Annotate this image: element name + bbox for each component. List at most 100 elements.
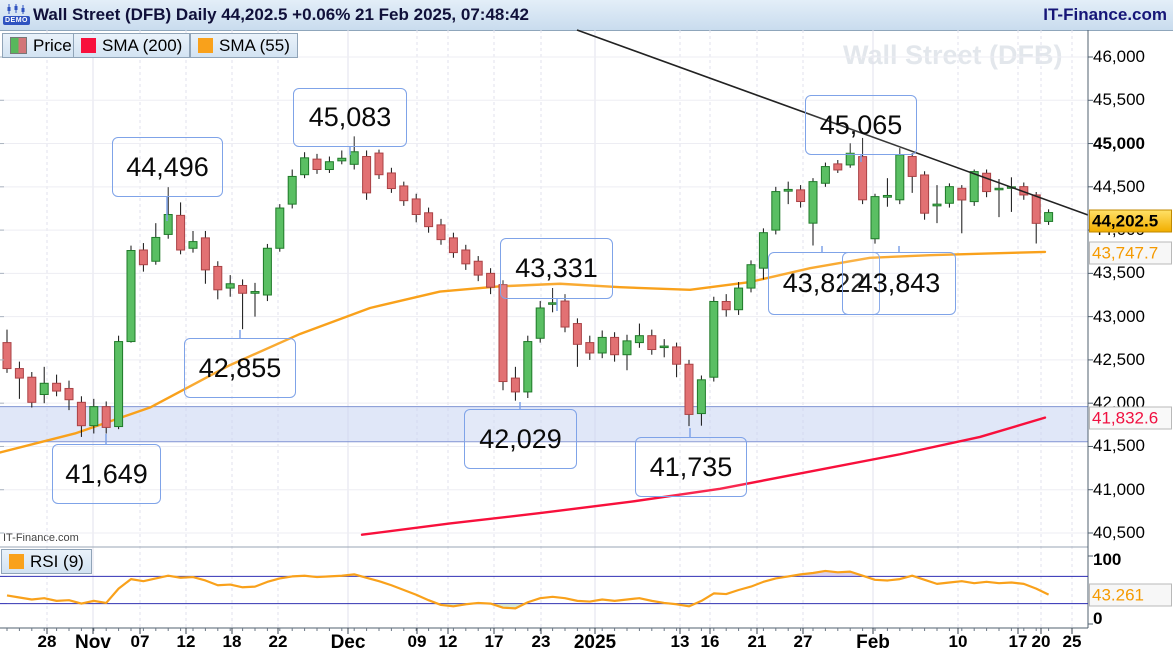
support-zone-band bbox=[0, 406, 1088, 442]
legend-chip-sma55[interactable]: SMA (55) bbox=[190, 33, 298, 58]
candle-up bbox=[287, 175, 297, 205]
x-axis-day-label: 28 bbox=[37, 632, 57, 651]
candle-up bbox=[349, 151, 359, 165]
price-callout[interactable]: 41,649 bbox=[52, 444, 161, 504]
demo-label: DEMO bbox=[3, 16, 30, 25]
candle-down bbox=[560, 300, 570, 328]
price-callout[interactable]: 41,735 bbox=[635, 437, 747, 497]
price-axis-label: 43,500 bbox=[1093, 263, 1145, 283]
candle-up bbox=[845, 152, 855, 166]
legend-chip-price[interactable]: Price bbox=[2, 33, 80, 58]
candle-down bbox=[920, 174, 930, 214]
price-callout[interactable]: 42,855 bbox=[184, 338, 296, 398]
candle-down bbox=[684, 363, 694, 415]
x-axis-day-label: 20 bbox=[1031, 632, 1051, 651]
price-axis-label: 43,000 bbox=[1093, 306, 1145, 326]
rsi-swatch-icon bbox=[9, 554, 24, 569]
price-tag-rsi: 43.261 bbox=[1089, 583, 1172, 607]
candle-up bbox=[548, 302, 558, 305]
candle-down bbox=[14, 368, 24, 379]
candle-up bbox=[932, 203, 942, 207]
candle-down bbox=[2, 342, 12, 370]
price-tag-sma200: 41,832.6 bbox=[1089, 406, 1172, 430]
price-callout[interactable]: 43,331 bbox=[500, 238, 613, 299]
candle-down bbox=[498, 284, 508, 383]
x-axis-day-label: 27 bbox=[793, 632, 813, 651]
candle-up bbox=[163, 214, 173, 235]
x-axis-month-label: Feb bbox=[856, 632, 890, 653]
x-axis-day-label: 12 bbox=[438, 632, 458, 651]
candle-down bbox=[510, 377, 520, 393]
candle-down bbox=[585, 342, 595, 354]
candle-down bbox=[176, 214, 186, 251]
candle-down bbox=[572, 323, 582, 345]
candle-down bbox=[1031, 194, 1041, 224]
candle-up bbox=[622, 340, 632, 356]
candle-up bbox=[89, 406, 99, 427]
x-axis-day-label: 23 bbox=[531, 632, 551, 651]
descending-trendline bbox=[576, 29, 1089, 216]
x-axis-day-label: 25 bbox=[1062, 632, 1082, 651]
candle-down bbox=[200, 237, 210, 271]
demo-badge-icon: DEMO bbox=[3, 4, 30, 26]
x-axis-day-label: 21 bbox=[747, 632, 767, 651]
candle-up bbox=[882, 194, 892, 198]
x-axis-day-label: 07 bbox=[130, 632, 150, 651]
candle-down bbox=[362, 156, 372, 194]
candle-up bbox=[659, 345, 669, 349]
candle-down bbox=[64, 387, 74, 401]
candle-up bbox=[114, 341, 124, 428]
candle-up bbox=[758, 232, 768, 269]
candle-down bbox=[721, 300, 731, 311]
rsi-line bbox=[6, 569, 1050, 610]
candle-up bbox=[709, 300, 719, 378]
price-axis-label: 41,500 bbox=[1093, 436, 1145, 456]
candle-down bbox=[238, 284, 248, 294]
price-callout[interactable]: 42,029 bbox=[464, 409, 577, 469]
price-axis-label: 44,500 bbox=[1093, 176, 1145, 196]
provider-watermark: IT-Finance.com bbox=[3, 532, 79, 544]
candle-up bbox=[944, 186, 954, 204]
legend-sma55-label: SMA (55) bbox=[219, 35, 290, 55]
candle-up bbox=[1044, 212, 1054, 222]
x-axis-month-label: Nov bbox=[75, 632, 111, 653]
x-axis-month-label: Dec bbox=[330, 632, 366, 653]
candle-up bbox=[746, 264, 756, 289]
legend-price-label: Price bbox=[33, 35, 72, 55]
candle-down bbox=[448, 237, 458, 254]
legend-rsi-label: RSI (9) bbox=[30, 551, 84, 571]
candle-up bbox=[39, 382, 49, 396]
price-callout[interactable]: 45,065 bbox=[805, 95, 917, 155]
brand-link[interactable]: IT-Finance.com bbox=[1043, 5, 1167, 24]
price-callout[interactable]: 45,083 bbox=[293, 88, 407, 147]
sma55-swatch-icon bbox=[198, 38, 213, 53]
candle-up bbox=[994, 187, 1004, 191]
candle-down bbox=[982, 172, 992, 193]
x-axis-day-label: 10 bbox=[948, 632, 968, 651]
candle-down bbox=[386, 172, 396, 190]
candle-up bbox=[808, 181, 818, 224]
mini-candles-icon bbox=[7, 4, 25, 14]
x-axis-day-label: 18 bbox=[222, 632, 242, 651]
candle-up bbox=[324, 161, 334, 171]
candle-up bbox=[262, 247, 272, 296]
candle-down bbox=[399, 185, 409, 202]
candle-down bbox=[610, 336, 620, 356]
candle-up bbox=[634, 335, 644, 344]
candle-down bbox=[796, 189, 806, 203]
legend-chip-rsi[interactable]: RSI (9) bbox=[1, 549, 92, 574]
price-swatch-icon bbox=[10, 37, 27, 54]
candle-up bbox=[969, 171, 979, 203]
legend-chip-sma200[interactable]: SMA (200) bbox=[73, 33, 191, 58]
price-callout[interactable]: 43,822 bbox=[768, 252, 880, 315]
x-axis-day-label: 16 bbox=[700, 632, 720, 651]
candle-down bbox=[473, 260, 483, 276]
price-callout[interactable]: 44,496 bbox=[112, 137, 223, 197]
x-axis-day-label: 13 bbox=[670, 632, 690, 651]
candle-down bbox=[672, 346, 682, 365]
price-callout[interactable]: 43,843 bbox=[842, 252, 956, 315]
candle-down bbox=[461, 249, 471, 265]
rsi-axis-label: 0 bbox=[1093, 609, 1103, 628]
